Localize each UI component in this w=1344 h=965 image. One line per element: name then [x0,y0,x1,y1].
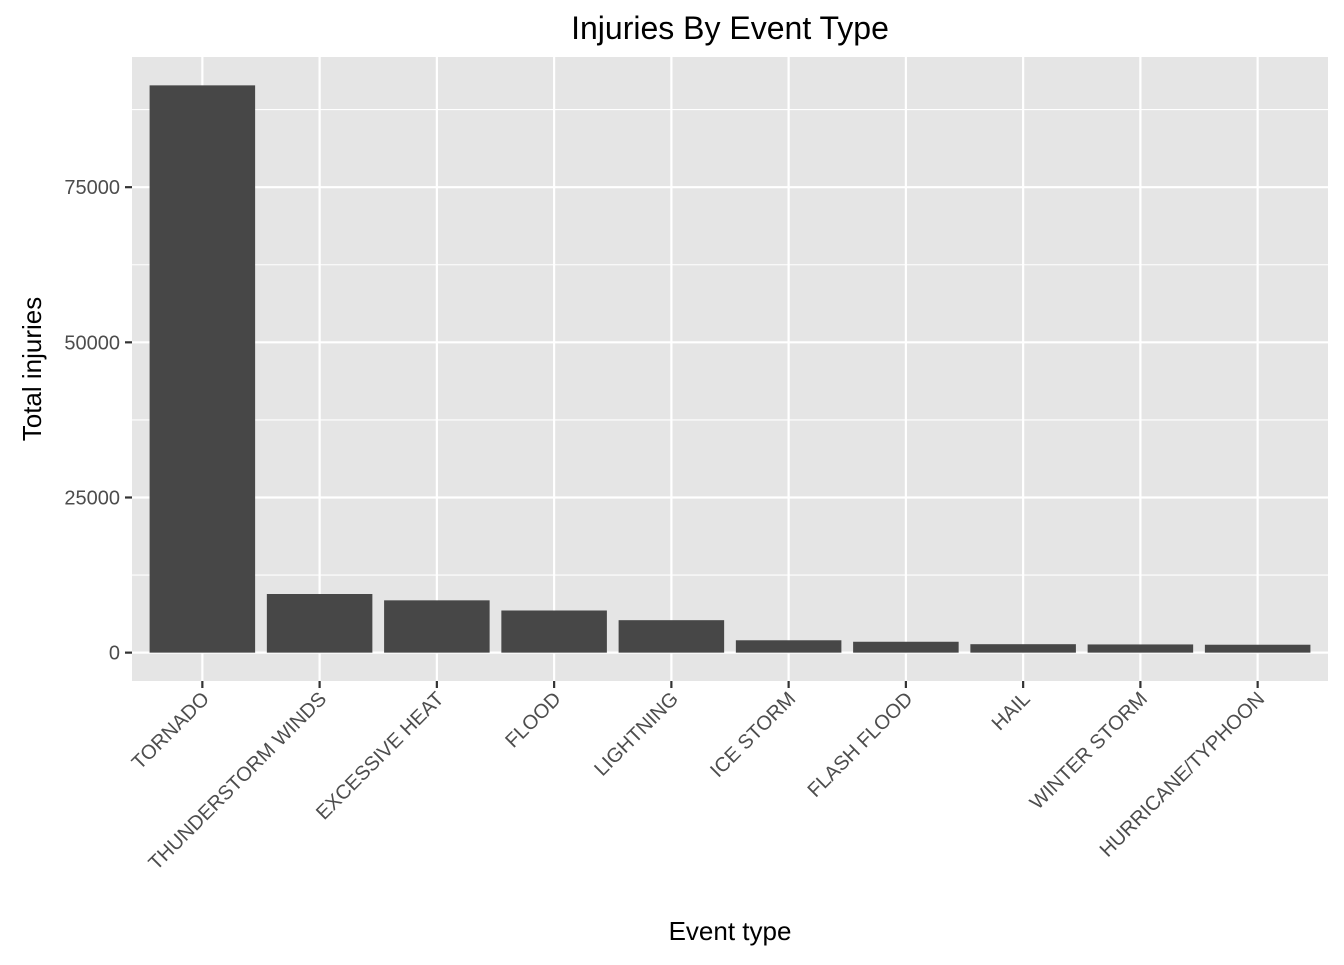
bar-thunderstorm-winds [266,594,373,653]
bar-flood [501,610,607,653]
x-tick-label: FLASH FLOOD [804,688,918,802]
y-tick-label: 25000 [64,487,120,509]
y-axis-label: Total injuries [17,297,47,442]
plot-panel [132,57,1328,681]
y-tick-label: 50000 [64,332,120,354]
bar-tornado [149,85,256,653]
bar-winter-storm [1087,644,1194,653]
bar-hail [970,644,1076,653]
bar-lightning [618,620,725,653]
y-tick-label: 75000 [64,177,120,199]
x-tick-label: TORNADO [128,688,214,774]
x-tick-label: FLOOD [501,688,565,752]
x-tick-label: HAIL [988,688,1035,735]
x-tick-label: EXCESSIVE HEAT [312,688,448,824]
x-tick-label: WINTER STORM [1026,688,1152,814]
bar-excessive-heat [384,600,490,653]
bar-hurricane-typhoon [1204,644,1311,653]
x-tick-label: ICE STORM [706,688,800,782]
y-tick-label: 0 [109,643,120,665]
x-axis-label: Event type [669,916,792,946]
bar-ice-storm [735,640,842,653]
bar-flash-flood [853,641,959,653]
chart-title: Injuries By Event Type [571,10,889,46]
x-tick-label: LIGHTNING [590,688,683,781]
